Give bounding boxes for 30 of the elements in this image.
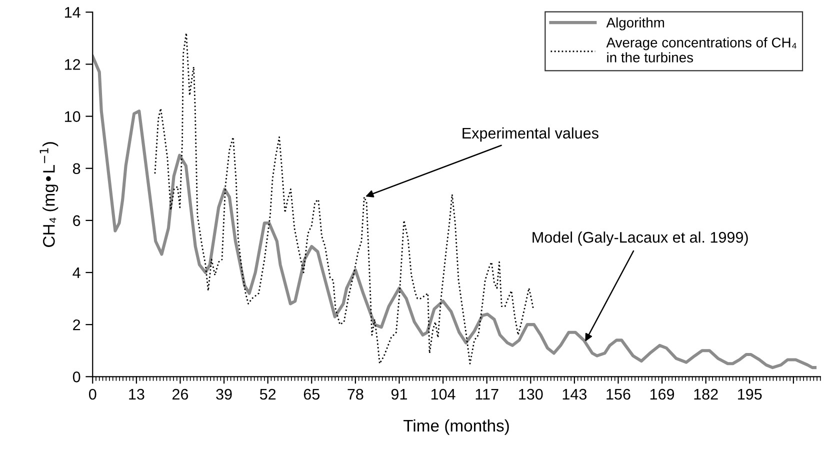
y-tick-label: 0 [72, 372, 80, 382]
x-tick-label: 52 [260, 388, 276, 400]
x-tick-label: 78 [348, 388, 364, 400]
x-tick-label: 182 [694, 388, 718, 400]
x-tick-label: 91 [391, 388, 407, 400]
y-tick-label: 10 [64, 111, 80, 122]
x-axis-title: Time (months) [403, 419, 509, 435]
x-tick-label: 65 [304, 388, 320, 400]
y-tick-label: 14 [64, 7, 80, 18]
x-tick-label: 143 [562, 388, 587, 400]
x-tick-label: 195 [738, 388, 762, 400]
y-axis-title: CH₄ (mg•L$^{−1}$) [40, 142, 58, 247]
y-tick-label: 4 [72, 268, 80, 278]
legend-label: Average concentrations of CH₄ in the turbines [606, 37, 796, 62]
x-tick-label: 0 [88, 388, 96, 400]
annotation: Model (Galy-Lacaux et al. 1999) [532, 232, 748, 246]
x-tick-label: 13 [129, 388, 144, 400]
y-tick-label: 6 [73, 215, 80, 226]
x-tick-label: 26 [172, 388, 188, 400]
y-tick-label: 8 [72, 163, 80, 174]
legend-label: Algorithm [606, 17, 664, 30]
y-tick-label: 12 [64, 59, 80, 70]
annotation: Experimental values [462, 127, 598, 142]
x-tick-label: 169 [650, 388, 674, 400]
x-tick-label: 130 [519, 388, 543, 400]
x-tick-label: 156 [606, 388, 630, 400]
x-tick-label: 39 [216, 388, 232, 400]
x-tick-label: 104 [431, 388, 456, 400]
y-tick-label: 2 [73, 319, 80, 330]
x-tick-label: 117 [476, 389, 498, 400]
